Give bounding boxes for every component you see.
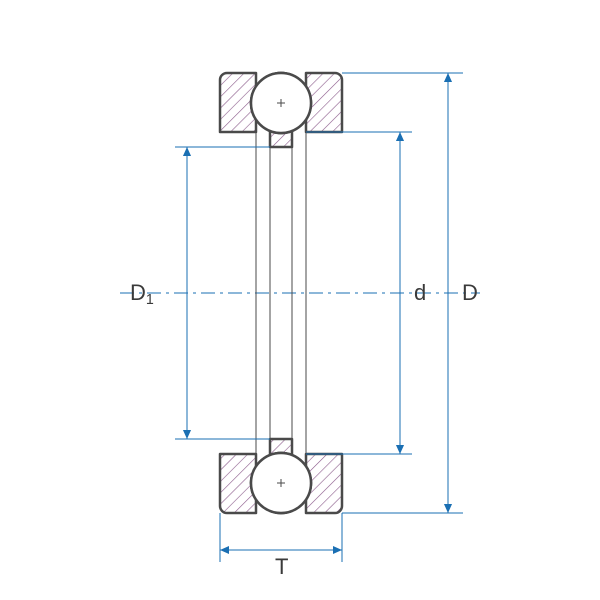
bearing-diagram: Dd D1 T: [0, 0, 600, 600]
label-d: d: [414, 280, 426, 305]
label-T: T: [275, 554, 288, 579]
label-D: D: [462, 280, 478, 305]
diagram-container: Dd D1 T: [0, 0, 600, 600]
label-D1: D1: [130, 280, 154, 308]
